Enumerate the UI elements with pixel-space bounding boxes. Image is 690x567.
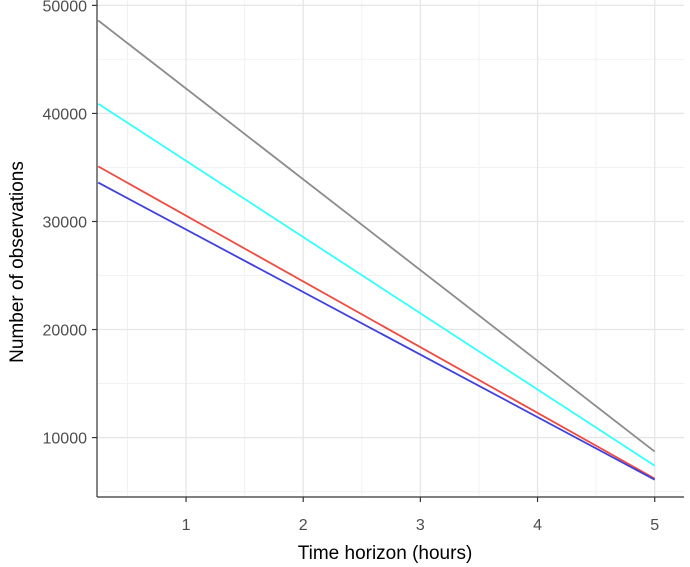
y-tick-label: 10000 [43, 431, 88, 448]
x-tick-label: 2 [299, 517, 308, 534]
y-axis-title: Number of observations [7, 161, 28, 363]
series-line-3 [97, 165, 656, 480]
y-tick-label: 20000 [43, 323, 88, 340]
x-tick-label: 3 [416, 517, 425, 534]
series-line-1 [97, 19, 656, 453]
x-tick-label: 5 [650, 517, 659, 534]
series-line-2 [97, 102, 656, 467]
x-axis-title: Time horizon (hours) [298, 543, 473, 564]
y-tick-label: 40000 [43, 106, 88, 123]
plot-panel [97, 0, 684, 497]
x-tick-label: 1 [182, 517, 191, 534]
x-ticks: 1 2 3 4 5 [182, 497, 659, 534]
y-tick-label: 30000 [43, 214, 88, 231]
series-line-4 [97, 181, 656, 481]
series-lines [97, 19, 656, 481]
x-tick-label: 4 [533, 517, 542, 534]
y-ticks: 10000 20000 30000 40000 50000 [43, 0, 97, 448]
y-tick-label: 50000 [43, 0, 88, 15]
